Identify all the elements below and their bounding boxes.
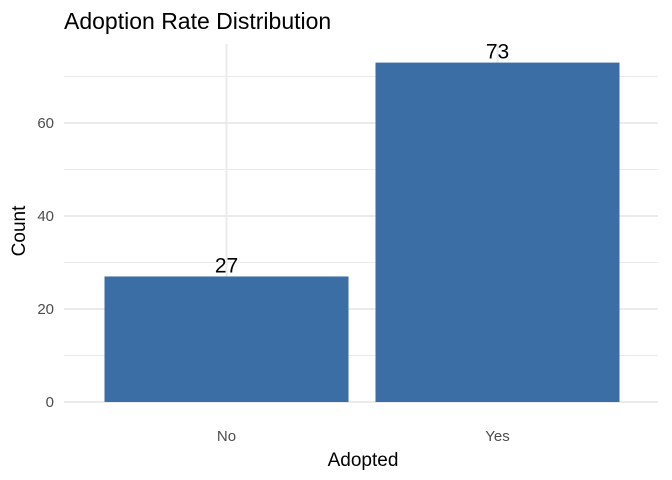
x-axis-ticks: No Yes <box>217 428 510 445</box>
data-label-no: 27 <box>215 254 238 277</box>
y-axis-ticks: 0 20 40 60 <box>37 115 54 411</box>
y-axis-title: Count <box>9 205 30 256</box>
bars-layer <box>104 62 620 402</box>
data-labels-layer: 27 73 <box>215 41 509 278</box>
y-tick-label: 40 <box>37 208 54 225</box>
x-tick-label: No <box>217 428 236 445</box>
data-label-yes: 73 <box>486 41 509 64</box>
x-axis-title: Adopted <box>328 450 399 471</box>
bar-no <box>104 276 349 402</box>
y-tick-label: 60 <box>37 115 54 132</box>
chart-title: Adoption Rate Distribution <box>64 8 331 34</box>
y-tick-label: 20 <box>37 301 54 318</box>
x-tick-label: Yes <box>485 428 509 445</box>
bar-yes <box>375 62 620 402</box>
y-tick-label: 0 <box>46 394 54 411</box>
